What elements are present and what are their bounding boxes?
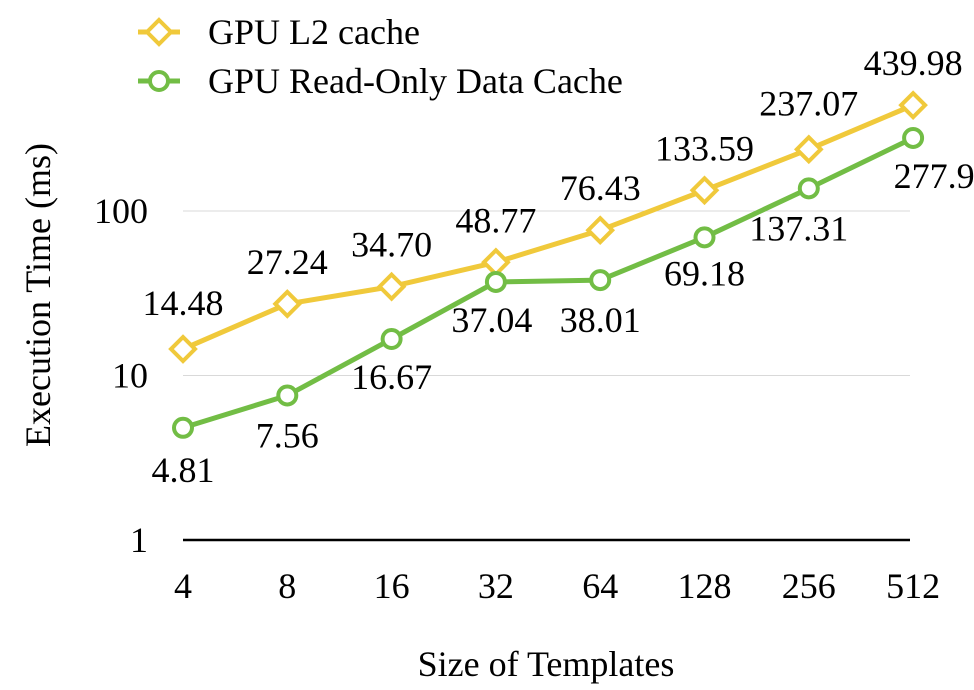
data-point [797,177,820,200]
x-axis-title: Size of Templates [418,644,675,684]
data-label: 133.59 [655,128,754,168]
data-point [902,126,925,149]
data-point [693,226,716,249]
data-label: 37.04 [451,300,532,340]
x-tick-label: 128 [678,566,732,606]
legend-item: GPU L2 cache [138,12,420,52]
data-point [376,271,407,302]
data-label: 34.70 [351,225,432,265]
data-label: 38.01 [560,300,641,340]
data-point [589,269,612,292]
y-axis-title: Execution Time (ms) [18,143,58,447]
series-layer [168,90,928,439]
data-label: 14.48 [143,283,224,323]
data-point [793,134,824,165]
data-point [276,384,299,407]
data-point [481,247,511,278]
data-label: 27.24 [247,242,328,282]
series-gpu-l2-cache [168,90,928,364]
legend-circle-marker [148,70,170,92]
x-tick-label: 8 [278,566,296,606]
x-tick-label: 4 [174,566,192,606]
data-point [689,175,720,206]
x-tick-label: 16 [374,566,410,606]
legend: GPU L2 cache GPU Read-Only Data Cache [138,12,623,101]
data-point [380,327,403,350]
data-label: 48.77 [455,200,536,240]
series-gpu-read-only-data-cache [172,126,925,439]
data-label: 76.43 [560,168,641,208]
data-point [585,215,616,246]
legend-label: GPU Read-Only Data Cache [208,61,623,101]
x-tick-label: 512 [886,566,940,606]
data-label: 69.18 [664,253,745,293]
legend-diamond-marker [144,17,174,47]
data-label: 439.98 [864,43,963,83]
x-tick-label: 64 [582,566,618,606]
data-label: 4.81 [152,450,215,490]
data-label: 277.94 [894,156,974,196]
axes: 1 10 100 4 8 16 32 64 128 256 512 [94,191,940,606]
legend-item: GPU Read-Only Data Cache [138,61,623,101]
series-line [182,102,915,352]
gridlines [183,210,910,376]
data-labels: 14.48 27.24 34.70 48.77 76.43 133.59237.07439… [143,43,974,490]
x-tick-label: 32 [478,566,514,606]
data-point [272,289,303,319]
data-point [168,334,198,364]
series-line [182,135,915,431]
data-point [898,90,928,120]
data-label: 137.31 [749,208,848,248]
data-label: 7.56 [256,415,319,455]
y-tick-label: 100 [94,191,148,231]
data-label: 237.07 [759,83,858,123]
y-tick-label: 1 [130,520,148,560]
data-label: 16.67 [351,357,432,397]
data-point [484,270,507,293]
data-point [172,416,194,439]
x-tick-label: 256 [782,566,836,606]
y-tick-label: 10 [112,356,148,396]
legend-label: GPU L2 cache [208,12,420,52]
